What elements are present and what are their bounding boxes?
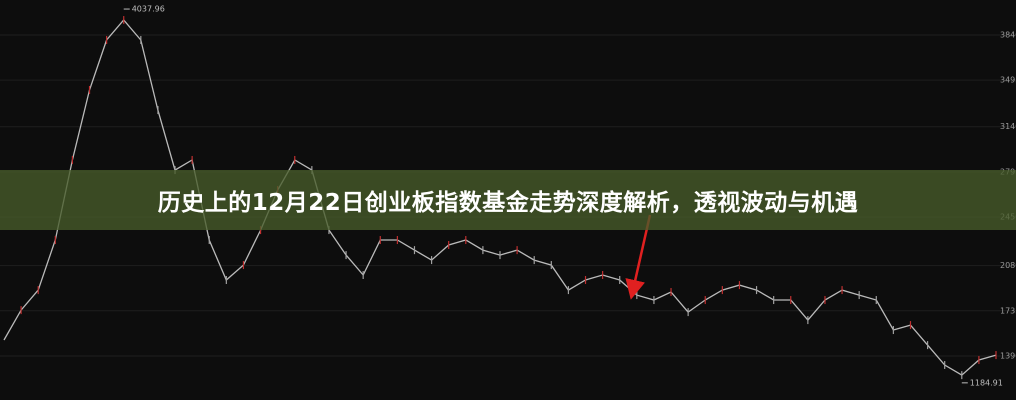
annotation-label: 1184.91 <box>970 378 1003 387</box>
y-tick-label: 1390 <box>1000 351 1016 360</box>
y-tick-label: 2080 <box>1000 261 1016 270</box>
title-banner: 历史上的12月22日创业板指数基金走势深度解析，透视波动与机遇 <box>0 170 1016 230</box>
y-tick-label: 3840 <box>1000 30 1016 39</box>
annotation-label: 4037.96 <box>132 5 165 14</box>
y-tick-label: 3495 <box>1000 76 1016 85</box>
y-tick-label: 1735 <box>1000 306 1016 315</box>
chart-title: 历史上的12月22日创业板指数基金走势深度解析，透视波动与机遇 <box>157 190 859 216</box>
y-tick-label: 3140 <box>1000 122 1016 131</box>
